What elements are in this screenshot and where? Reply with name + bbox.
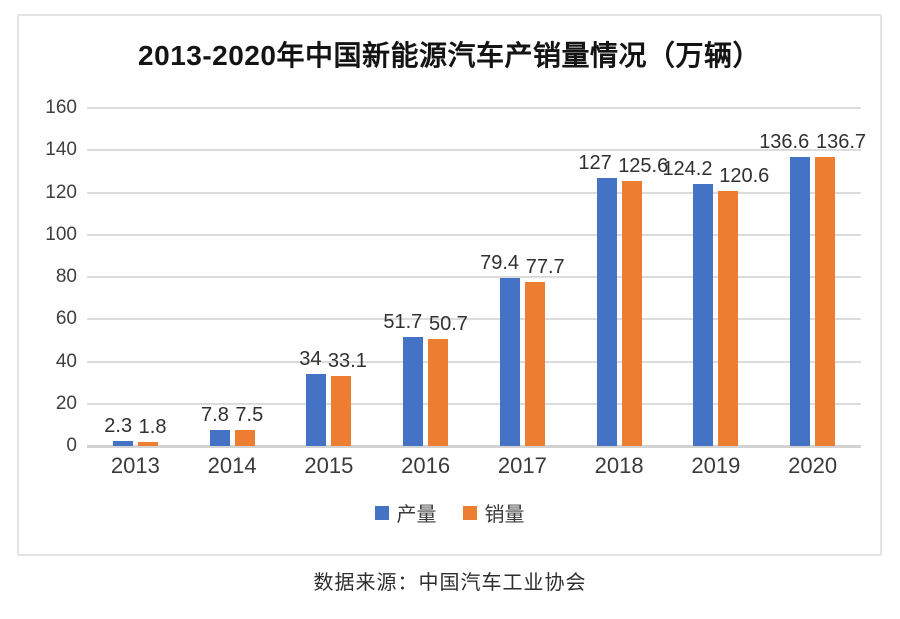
bar-production-2017 [499,278,520,446]
bar-value-label-sales-2018: 125.6 [618,154,669,177]
bar-sales-2019 [718,191,739,446]
plot-area: 2.3 1.8 7.8 7.5 34 33.1 51.7 50.7 79.4 77.7 127 125… [87,107,866,448]
chart-card: 2013-2020年中国新能源汽车产销量情况（万辆） 2.3 1.8 7.8 7.5 3… [17,14,882,556]
bar-value-label-sales-2020: 136.7 [815,131,867,154]
legend: 产量 销量 [19,498,880,527]
bar-production-2016 [403,336,424,446]
bar-value-label-sales-2015: 33.1 [327,350,367,373]
x-tick-label-2013: 2013 [110,453,160,478]
x-axis-line [87,445,861,448]
x-tick-label-2014: 2014 [207,453,257,478]
gridline [87,233,861,236]
bar-production-2013 [112,441,133,446]
y-tick-label-80: 80 [55,266,77,287]
legend-label-sales: 销量 [484,504,525,526]
gridline [87,318,861,321]
bar-production-2018 [596,177,617,446]
bar-sales-2013 [137,442,158,446]
x-tick-label-2015: 2015 [304,453,354,478]
y-tick-label-160: 160 [45,97,77,118]
bar-sales-2017 [524,281,545,446]
bar-sales-2014 [234,430,255,446]
bar-sales-2018 [621,180,642,446]
legend-label-production: 产量 [396,504,437,526]
gridline [87,276,861,278]
bar-sales-2015 [331,376,352,446]
gridline [87,360,861,363]
data-source-caption: 数据来源：中国汽车工业协会 [313,572,587,594]
bar-value-label-production-2019: 124.2 [662,157,713,180]
bar-value-label-production-2018: 127 [578,151,612,174]
bar-value-label-production-2013: 2.3 [104,415,133,438]
x-tick-label-2019: 2019 [691,453,741,478]
bar-production-2015 [306,374,327,446]
y-tick-label-120: 120 [45,181,77,203]
bar-production-2019 [693,183,714,446]
y-tick-label-60: 60 [55,308,77,330]
bar-value-label-production-2020: 136.6 [759,131,810,154]
x-tick-label-2017: 2017 [497,453,547,478]
legend-item-production: 产量 [374,498,437,527]
legend-swatch-sales [462,505,477,520]
gridline [87,107,861,109]
chart-title: 2013-2020年中国新能源汽车产销量情况（万辆） [138,40,761,71]
bar-value-label-sales-2019: 120.6 [719,165,770,188]
bar-sales-2016 [428,338,449,446]
y-tick-label-140: 140 [45,139,77,161]
y-tick-label-0: 0 [66,435,77,456]
x-tick-label-2016: 2016 [401,453,451,478]
x-tick-label-2018: 2018 [594,453,644,478]
bar-value-label-sales-2013: 1.8 [138,416,167,439]
y-tick-label-100: 100 [45,223,77,245]
gridline [87,149,861,152]
bar-production-2014 [209,429,230,446]
bar-value-label-production-2017: 79.4 [480,252,520,275]
gridline [87,191,861,194]
bar-value-label-sales-2014: 7.5 [235,404,264,427]
x-tick-label-2020: 2020 [788,453,838,478]
bar-value-label-production-2014: 7.8 [201,403,229,426]
bar-value-label-sales-2017: 77.7 [525,255,565,278]
y-tick-label-40: 40 [55,350,77,372]
y-tick-label-20: 20 [55,392,77,414]
bar-value-label-production-2016: 51.7 [383,310,423,333]
legend-swatch-production [374,505,389,520]
gridline [87,402,861,405]
bar-value-label-sales-2016: 50.7 [428,312,468,335]
legend-item-sales: 销量 [462,498,525,527]
bar-sales-2020 [815,157,836,446]
bar-value-label-production-2015: 34 [299,348,322,371]
bar-production-2020 [790,157,811,446]
